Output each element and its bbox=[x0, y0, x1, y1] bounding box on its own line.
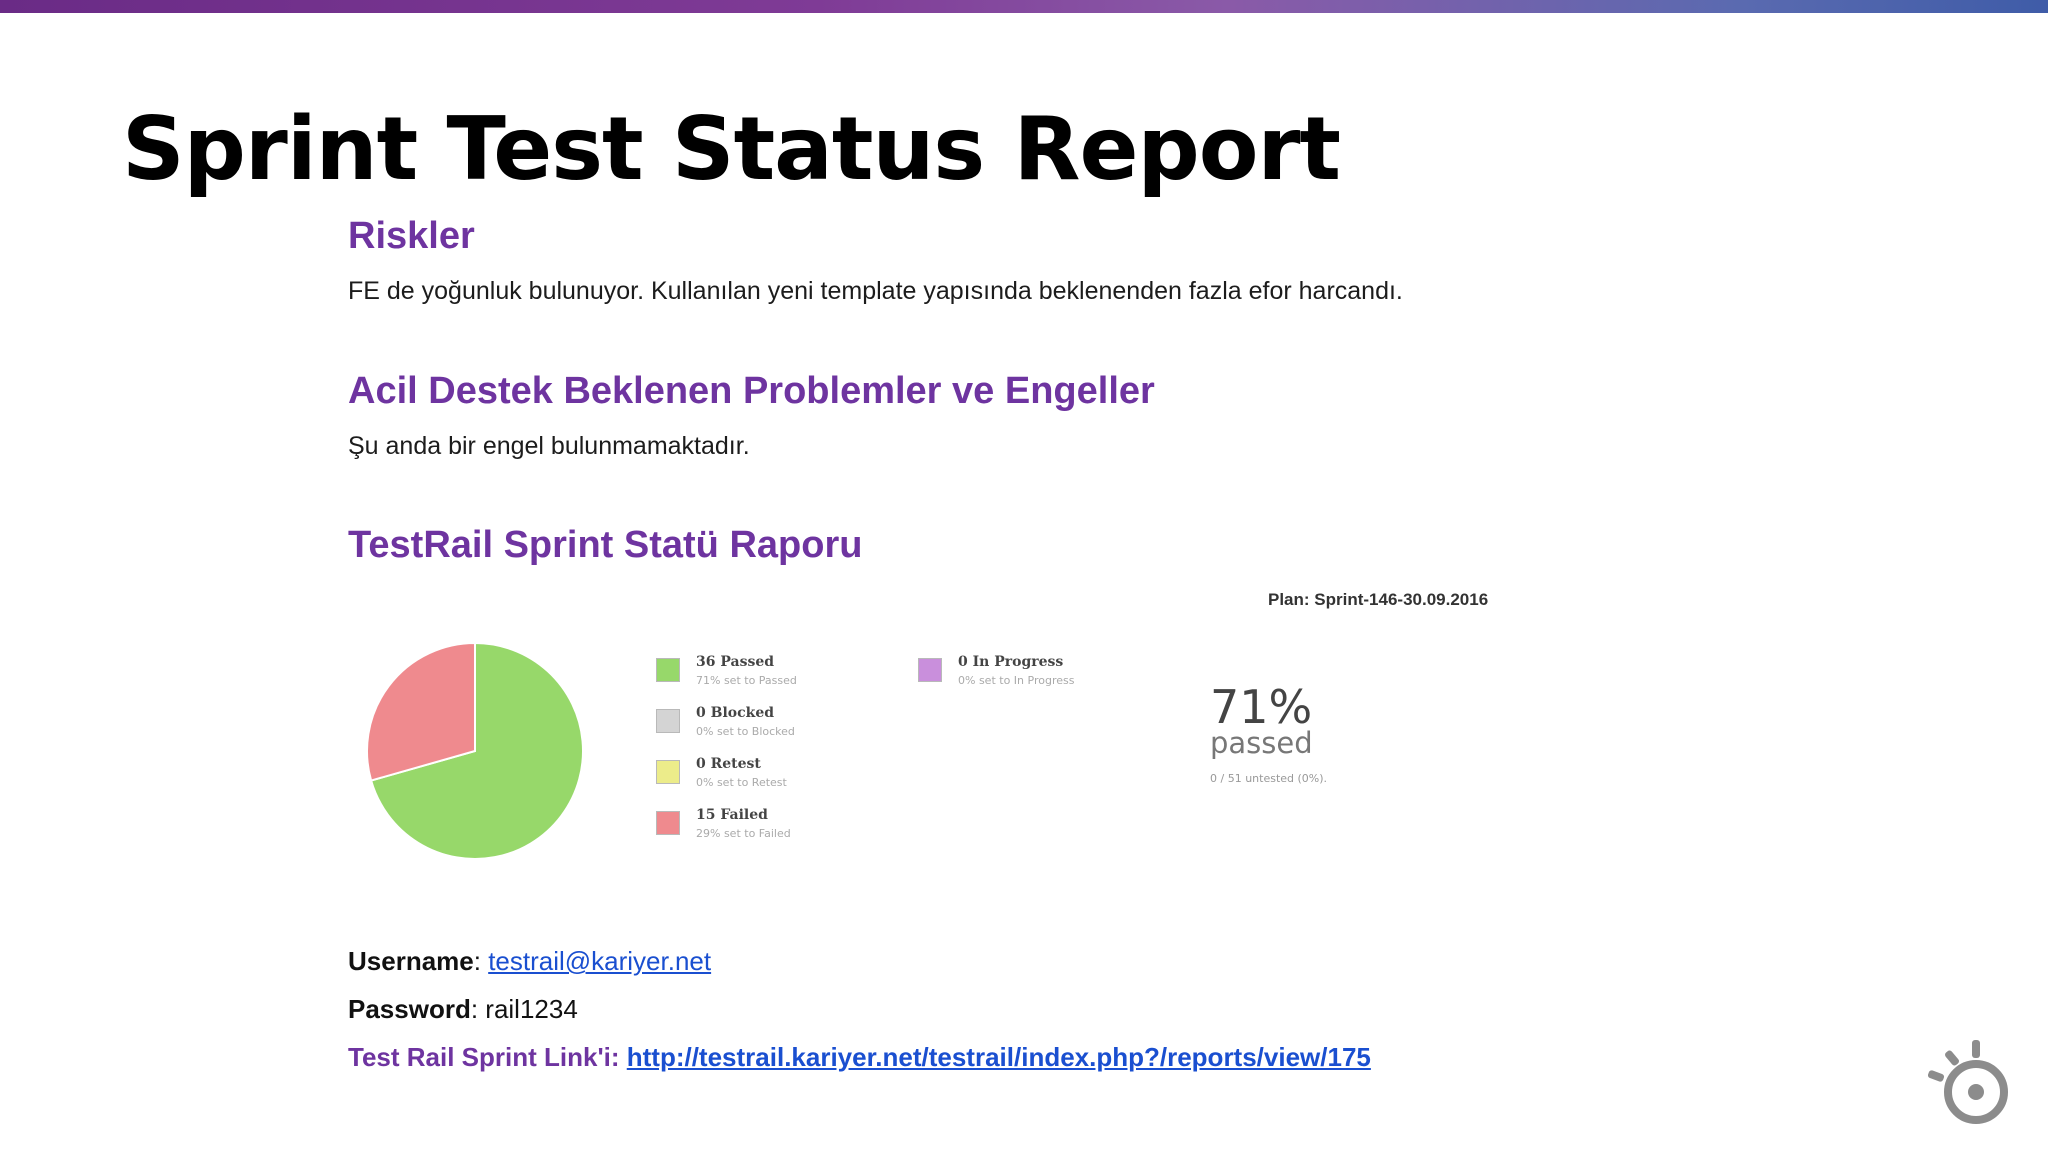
legend-failed-swatch bbox=[656, 811, 680, 835]
password-colon: : bbox=[470, 994, 486, 1024]
top-accent-bar bbox=[0, 0, 2048, 13]
legend-failed-sub: 29% set to Failed bbox=[696, 827, 791, 840]
sprint-link-row: Test Rail Sprint Link'i: http://testrail… bbox=[348, 1042, 1371, 1073]
password-row: Password: rail1234 bbox=[348, 994, 578, 1025]
untested-summary: 0 / 51 untested (0%). bbox=[1210, 772, 1328, 785]
legend-failed-title: 15 Failed bbox=[696, 807, 768, 823]
blockers-heading: Acil Destek Beklenen Problemler ve Engel… bbox=[348, 370, 1155, 412]
passed-percent-label: passed bbox=[1210, 726, 1313, 760]
kariyer-logo-icon bbox=[1928, 1040, 2008, 1124]
risks-heading: Riskler bbox=[348, 215, 475, 257]
blockers-text: Şu anda bir engel bulunmamaktadır. bbox=[348, 432, 750, 460]
sprint-link-label: Test Rail Sprint Link'i: bbox=[348, 1042, 620, 1072]
legend-retest-title: 0 Retest bbox=[696, 756, 761, 772]
username-link[interactable]: testrail@kariyer.net bbox=[488, 946, 712, 976]
pie-slice-failed bbox=[366, 641, 476, 782]
username-row: Username: testrail@kariyer.net bbox=[348, 946, 711, 977]
legend-in-progress-title: 0 In Progress bbox=[958, 654, 1064, 670]
legend-retest-swatch bbox=[656, 760, 680, 784]
risks-text: FE de yoğunluk bulunuyor. Kullanılan yen… bbox=[348, 277, 1403, 305]
passed-percent: 71% bbox=[1210, 680, 1313, 734]
legend-passed-sub: 71% set to Passed bbox=[696, 674, 797, 687]
legend-blocked-title: 0 Blocked bbox=[696, 705, 775, 721]
sprint-link-url[interactable]: http://testrail.kariyer.net/testrail/ind… bbox=[626, 1042, 1371, 1072]
legend-passed-swatch bbox=[656, 658, 680, 682]
plan-label: Plan: Sprint-146-30.09.2016 bbox=[1268, 590, 1489, 609]
password-value: rail1234 bbox=[485, 994, 578, 1024]
pie-slice-passed bbox=[369, 641, 584, 860]
status-pie-chart bbox=[366, 641, 584, 860]
username-label: Username bbox=[348, 946, 474, 976]
legend-in-progress-swatch bbox=[918, 658, 942, 682]
username-colon: : bbox=[473, 946, 489, 976]
password-label: Password bbox=[348, 994, 471, 1024]
legend-blocked-sub: 0% set to Blocked bbox=[696, 725, 795, 738]
legend-retest-sub: 0% set to Retest bbox=[696, 776, 787, 789]
legend-blocked-swatch bbox=[656, 709, 680, 733]
testrail-heading: TestRail Sprint Statü Raporu bbox=[348, 524, 863, 566]
page-title: Sprint Test Status Report bbox=[122, 98, 1341, 200]
legend-in-progress-sub: 0% set to In Progress bbox=[958, 674, 1075, 687]
legend-passed-title: 36 Passed bbox=[696, 654, 775, 670]
